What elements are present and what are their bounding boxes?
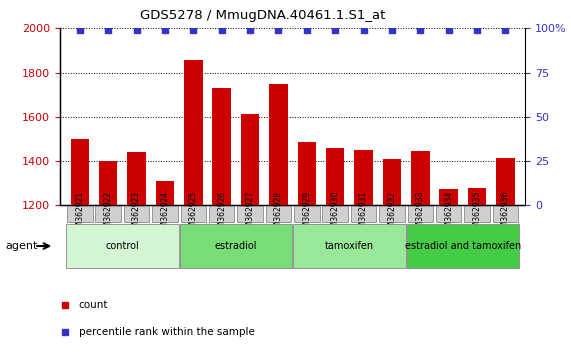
FancyBboxPatch shape bbox=[408, 206, 433, 222]
Text: GSM362922: GSM362922 bbox=[104, 191, 112, 237]
Text: GSM362924: GSM362924 bbox=[160, 191, 170, 237]
Bar bbox=[383, 159, 401, 205]
FancyBboxPatch shape bbox=[436, 206, 461, 222]
Bar bbox=[468, 188, 486, 205]
Bar bbox=[71, 139, 89, 205]
FancyBboxPatch shape bbox=[464, 206, 490, 222]
Text: control: control bbox=[106, 241, 139, 251]
Text: GSM362933: GSM362933 bbox=[416, 191, 425, 238]
Text: percentile rank within the sample: percentile rank within the sample bbox=[79, 327, 255, 337]
Text: GSM362925: GSM362925 bbox=[189, 191, 198, 237]
FancyBboxPatch shape bbox=[95, 206, 121, 222]
FancyBboxPatch shape bbox=[407, 224, 519, 268]
Bar bbox=[156, 181, 174, 205]
Text: GSM362934: GSM362934 bbox=[444, 191, 453, 238]
FancyBboxPatch shape bbox=[294, 206, 320, 222]
Bar bbox=[440, 189, 458, 205]
FancyBboxPatch shape bbox=[66, 224, 179, 268]
Bar bbox=[355, 150, 373, 205]
Text: tamoxifen: tamoxifen bbox=[325, 241, 374, 251]
Bar bbox=[99, 161, 118, 205]
Bar bbox=[212, 88, 231, 205]
Bar bbox=[270, 84, 288, 205]
Text: GSM362927: GSM362927 bbox=[246, 191, 255, 237]
Text: GSM362930: GSM362930 bbox=[331, 191, 340, 238]
Text: GSM362928: GSM362928 bbox=[274, 191, 283, 237]
FancyBboxPatch shape bbox=[238, 206, 263, 222]
Bar bbox=[127, 152, 146, 205]
FancyBboxPatch shape bbox=[209, 206, 235, 222]
FancyBboxPatch shape bbox=[293, 224, 405, 268]
Text: count: count bbox=[79, 300, 108, 310]
Bar bbox=[411, 151, 429, 205]
Text: estradiol and tamoxifen: estradiol and tamoxifen bbox=[405, 241, 521, 251]
FancyBboxPatch shape bbox=[266, 206, 291, 222]
Bar bbox=[326, 148, 344, 205]
Text: agent: agent bbox=[6, 241, 38, 251]
Bar bbox=[184, 61, 203, 205]
Text: GSM362936: GSM362936 bbox=[501, 191, 510, 238]
FancyBboxPatch shape bbox=[180, 206, 206, 222]
Text: GSM362932: GSM362932 bbox=[388, 191, 396, 237]
FancyBboxPatch shape bbox=[67, 206, 93, 222]
Text: GSM362935: GSM362935 bbox=[473, 191, 481, 238]
Bar bbox=[496, 158, 514, 205]
FancyBboxPatch shape bbox=[493, 206, 518, 222]
FancyBboxPatch shape bbox=[351, 206, 376, 222]
Bar bbox=[241, 114, 259, 205]
Bar bbox=[297, 142, 316, 205]
Text: GSM362923: GSM362923 bbox=[132, 191, 141, 237]
Text: GDS5278 / MmugDNA.40461.1.S1_at: GDS5278 / MmugDNA.40461.1.S1_at bbox=[140, 9, 385, 22]
Text: estradiol: estradiol bbox=[215, 241, 257, 251]
Text: GSM362931: GSM362931 bbox=[359, 191, 368, 237]
FancyBboxPatch shape bbox=[152, 206, 178, 222]
FancyBboxPatch shape bbox=[124, 206, 150, 222]
Text: GSM362926: GSM362926 bbox=[217, 191, 226, 237]
FancyBboxPatch shape bbox=[323, 206, 348, 222]
Text: GSM362921: GSM362921 bbox=[75, 191, 85, 237]
FancyBboxPatch shape bbox=[180, 224, 292, 268]
FancyBboxPatch shape bbox=[379, 206, 405, 222]
Text: GSM362929: GSM362929 bbox=[302, 191, 311, 237]
